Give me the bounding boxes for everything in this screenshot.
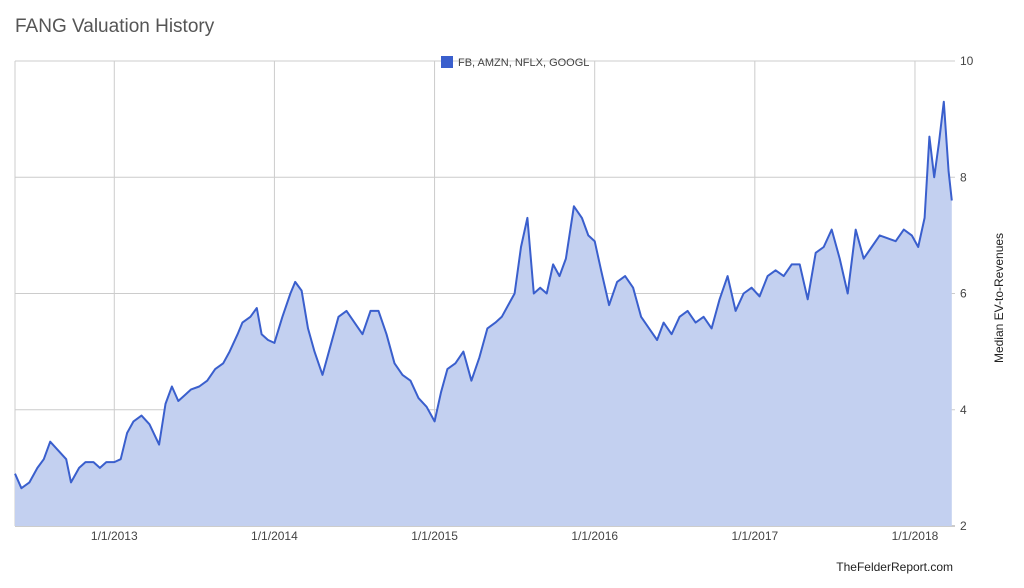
legend-label: FB, AMZN, NFLX, GOOGL — [458, 57, 589, 69]
series-line — [14, 100, 953, 490]
y-tick-label: 6 — [960, 287, 967, 301]
x-tick-label: 1/1/2014 — [251, 529, 298, 543]
legend-swatch — [441, 56, 453, 68]
x-tick-label: 1/1/2013 — [91, 529, 138, 543]
y-tick-label: 2 — [960, 519, 967, 533]
y-tick-label: 4 — [960, 403, 967, 417]
source-credit: TheFelderReport.com — [836, 560, 953, 574]
legend: FB, AMZN, NFLX, GOOGL — [441, 56, 589, 69]
x-tick-label: 1/1/2015 — [411, 529, 458, 543]
y-axis-label: Median EV-to-Revenues — [992, 233, 1006, 363]
x-tick-label: 1/1/2018 — [892, 529, 939, 543]
axis-ticks: 2 4 6 8 10 1/1/2013 1/1/2014 1/1/2015 1/1/2016 1/… — [91, 54, 974, 543]
x-tick-label: 1/1/2016 — [571, 529, 618, 543]
y-tick-label: 8 — [960, 170, 967, 184]
y-tick-label: 10 — [960, 54, 974, 68]
series-fill — [15, 101, 952, 526]
series-area — [14, 100, 953, 526]
chart-title: FANG Valuation History — [15, 16, 215, 37]
x-tick-label: 1/1/2017 — [731, 529, 778, 543]
